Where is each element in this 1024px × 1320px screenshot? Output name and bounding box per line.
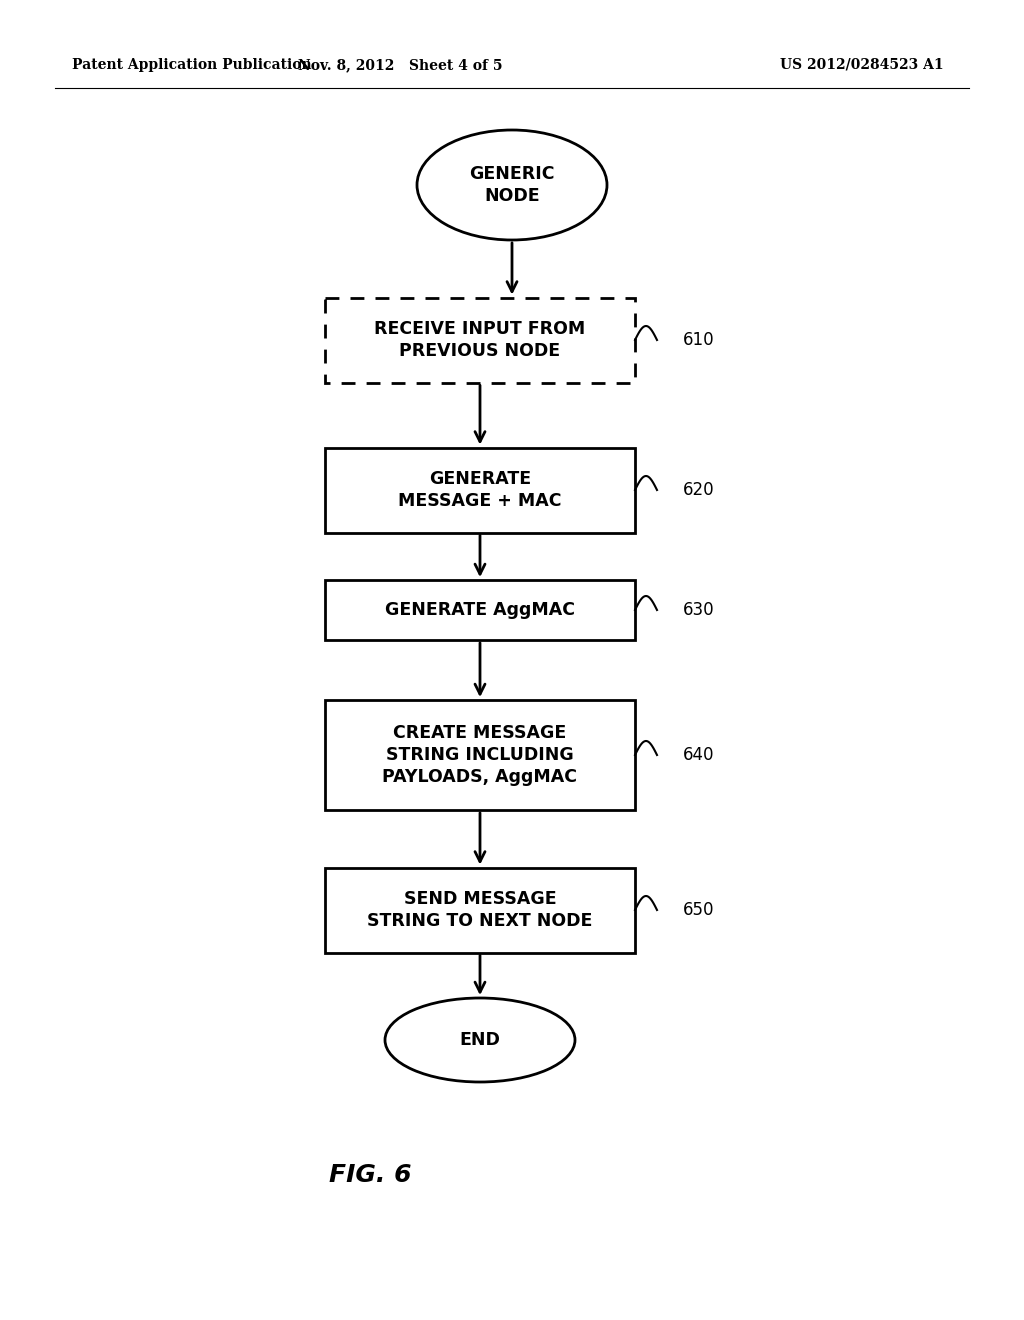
Bar <box>325 867 635 953</box>
Text: SEND MESSAGE
STRING TO NEXT NODE: SEND MESSAGE STRING TO NEXT NODE <box>368 890 593 931</box>
Text: 610: 610 <box>683 331 715 348</box>
Text: 630: 630 <box>683 601 715 619</box>
Text: 640: 640 <box>683 746 715 764</box>
Text: Patent Application Publication: Patent Application Publication <box>72 58 311 73</box>
Bar <box>325 447 635 532</box>
Text: RECEIVE INPUT FROM
PREVIOUS NODE: RECEIVE INPUT FROM PREVIOUS NODE <box>375 319 586 360</box>
Text: CREATE MESSAGE
STRING INCLUDING
PAYLOADS, AggMAC: CREATE MESSAGE STRING INCLUDING PAYLOADS… <box>383 723 578 787</box>
Bar <box>325 700 635 810</box>
Text: Nov. 8, 2012   Sheet 4 of 5: Nov. 8, 2012 Sheet 4 of 5 <box>298 58 502 73</box>
Bar <box>325 579 635 640</box>
Text: FIG. 6: FIG. 6 <box>329 1163 412 1187</box>
Bar <box>325 297 635 383</box>
Text: GENERATE AggMAC: GENERATE AggMAC <box>385 601 575 619</box>
Text: 650: 650 <box>683 902 715 919</box>
Text: US 2012/0284523 A1: US 2012/0284523 A1 <box>780 58 944 73</box>
Text: GENERIC
NODE: GENERIC NODE <box>469 165 555 205</box>
Text: END: END <box>460 1031 501 1049</box>
Text: GENERATE
MESSAGE + MAC: GENERATE MESSAGE + MAC <box>398 470 562 510</box>
Text: 620: 620 <box>683 480 715 499</box>
